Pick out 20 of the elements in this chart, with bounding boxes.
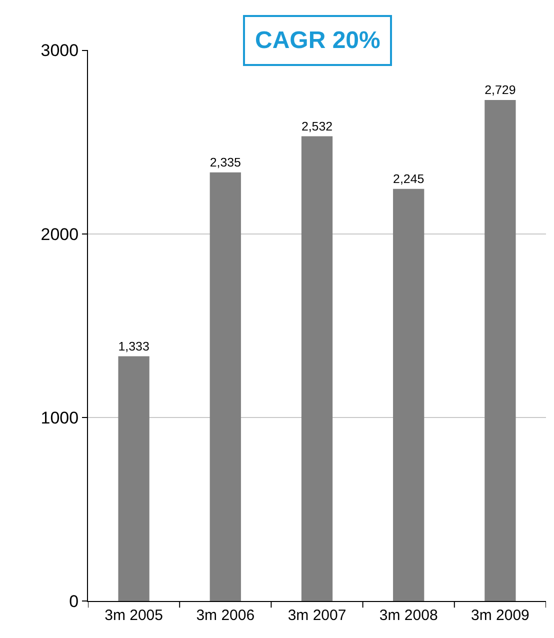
x-tick-label: 3m 2009 <box>471 607 530 624</box>
x-tick-label: 3m 2005 <box>104 607 163 624</box>
data-label: 2,729 <box>484 83 516 98</box>
data-label: 2,335 <box>210 155 242 170</box>
data-label: 2,245 <box>393 172 424 186</box>
x-tick-label: 3m 2008 <box>379 607 438 624</box>
y-tick-label: 3000 <box>40 41 79 60</box>
y-tick-label: 1000 <box>40 408 79 428</box>
chart-title: CAGR 20% <box>255 27 380 54</box>
bar <box>484 100 516 601</box>
x-tick-label: 3m 2006 <box>196 607 255 624</box>
y-tick-label: 2000 <box>40 224 79 244</box>
data-label: 1,333 <box>118 339 150 354</box>
data-label: 2,532 <box>301 119 333 134</box>
x-tick-label: 3m 2007 <box>288 607 346 624</box>
y-tick-label: 0 <box>69 592 79 611</box>
bar <box>301 136 333 601</box>
bar <box>393 188 424 601</box>
bar <box>118 356 150 601</box>
bar <box>210 172 241 601</box>
